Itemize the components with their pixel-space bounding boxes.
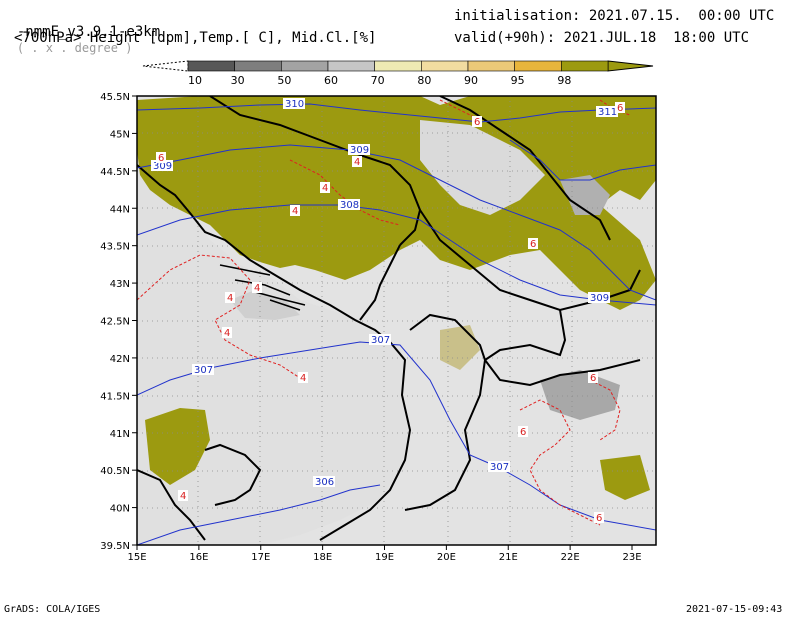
cloud-gap-east: [560, 175, 610, 215]
lat-label: 43.5N: [100, 242, 130, 253]
footer-credit: GrADS: COLA/IGES: [4, 604, 101, 615]
temperature-labels: 4 4 4 4 4 4 4 4 6 6 6 6 6 6 6: [156, 102, 625, 524]
colorbar-cell: [327, 60, 375, 72]
lat-label: 42N: [110, 354, 130, 365]
lat-label: 44.5N: [100, 167, 130, 178]
temp-label: 4: [227, 293, 233, 304]
lat-label: 39.5N: [100, 541, 130, 552]
temp-label: 6: [158, 153, 164, 164]
height-label: 310: [285, 99, 304, 110]
lat-label: 40.5N: [100, 466, 130, 477]
colorbar-label: 50: [277, 74, 291, 87]
height-label: 308: [340, 200, 359, 211]
colorbar-cell: [374, 60, 422, 72]
cloud-patch-southwest: [145, 408, 210, 485]
cloud-gap-coast: [230, 290, 300, 320]
colorbar-label: 70: [371, 74, 385, 87]
valid-time: valid(+90h): 2021.JUL.18 18:00 UTC: [454, 30, 750, 46]
lon-label: 17E: [251, 552, 270, 563]
temp-label: 4: [354, 157, 360, 168]
lon-label: 16E: [189, 552, 208, 563]
height-label: 311: [598, 107, 617, 118]
lon-label: 19E: [375, 552, 394, 563]
colorbar-label: 90: [464, 74, 478, 87]
colorbar-label: 10: [188, 74, 202, 87]
temp-label: 6: [474, 117, 480, 128]
cloud-gap-central: [420, 120, 545, 215]
height-label: 309: [590, 293, 609, 304]
longitude-axis: 15E 16E 17E 18E 19E 20E 21E 22E 23E: [127, 545, 642, 563]
height-label: 306: [315, 477, 334, 488]
lat-label: 45.5N: [100, 92, 130, 103]
footer-timestamp: 2021-07-15-09:43: [686, 604, 783, 615]
colorbar: 10 30 50 60 70 80 90 95 98: [142, 60, 654, 87]
height-contours: [137, 103, 656, 545]
colorbar-label: 30: [231, 74, 245, 87]
initialisation-time: initialisation: 2021.07.15. 00:00 UTC: [454, 8, 775, 24]
lat-label: 41.5N: [100, 391, 130, 402]
temp-label: 4: [292, 206, 298, 217]
field-description: <700hPa> Height [dpm],Temp.[ C], Mid.Cl.…: [14, 30, 377, 46]
lon-label: 15E: [127, 552, 146, 563]
lon-label: 18E: [313, 552, 332, 563]
colorbar-cell: [234, 60, 282, 72]
borders: [137, 96, 641, 541]
lon-label: 23E: [622, 552, 641, 563]
height-label: 309: [153, 161, 172, 172]
lat-label: 44N: [110, 204, 130, 215]
lon-label: 20E: [437, 552, 456, 563]
height-label: 307: [371, 335, 390, 346]
model-name: -nmmE_v3.9.1-e3km: [16, 24, 161, 40]
temp-label: 6: [617, 103, 623, 114]
colorbar-right-arrow: [607, 60, 654, 72]
temp-label: 4: [224, 328, 230, 339]
temp-label: 4: [254, 283, 260, 294]
islands: [219, 264, 306, 311]
colorbar-label: 98: [557, 74, 571, 87]
colorbar-cell: [421, 60, 469, 72]
colorbar-cell: [514, 60, 562, 72]
units-note: ( . x . degree ): [16, 41, 133, 55]
temp-label: 4: [180, 491, 186, 502]
lat-label: 41N: [110, 429, 130, 440]
lat-label: 43N: [110, 279, 130, 290]
temperature-contours: [137, 99, 631, 526]
cloud-mass-north: [137, 96, 656, 310]
colorbar-cell: [281, 60, 329, 72]
colorbar-left-arrow: [142, 60, 189, 72]
lat-label: 40N: [110, 504, 130, 515]
height-label: 309: [350, 145, 369, 156]
colorbar-cell: [187, 60, 235, 72]
temp-label: 4: [300, 373, 306, 384]
height-label: 307: [194, 365, 213, 376]
lat-label: 42.5N: [100, 317, 130, 328]
colorbar-label: 95: [511, 74, 525, 87]
colorbar-label: 60: [324, 74, 338, 87]
colorbar-cell: [561, 60, 609, 72]
lon-label: 21E: [499, 552, 518, 563]
colorbar-cell: [467, 60, 515, 72]
height-labels: 310 309 309 308 307 307 307 306 309 311: [151, 98, 618, 488]
lon-label: 22E: [561, 552, 580, 563]
temp-label: 6: [596, 513, 602, 524]
temp-label: 6: [520, 427, 526, 438]
height-label: 307: [490, 462, 509, 473]
cloud-patch-southeast: [600, 455, 650, 500]
cloud-patch-macedonia: [540, 370, 620, 420]
colorbar-label: 80: [417, 74, 431, 87]
temp-label: 6: [590, 373, 596, 384]
latitude-axis: 45.5N 45N 44.5N 44N 43.5N 43N 42.5N 42N 41.5N 41N…: [100, 92, 137, 552]
lat-label: 45N: [110, 129, 130, 140]
temp-label: 6: [530, 239, 536, 250]
temp-label: 4: [322, 183, 328, 194]
model-title: -nmmE_v3.9.1-e3km ( . x . degree ): [0, 8, 160, 56]
